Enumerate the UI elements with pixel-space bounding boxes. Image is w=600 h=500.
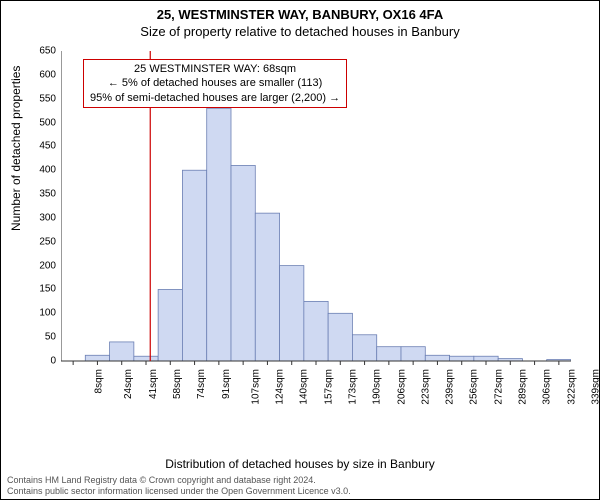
y-tick: 100 (26, 308, 56, 319)
annotation-line-3: 95% of semi-detached houses are larger (… (90, 91, 340, 105)
y-tick: 0 (26, 356, 56, 367)
address-title: 25, WESTMINSTER WAY, BANBURY, OX16 4FA (1, 7, 599, 22)
x-tick: 322sqm (566, 369, 577, 405)
x-tick: 124sqm (275, 369, 286, 405)
y-tick: 150 (26, 284, 56, 295)
x-tick: 239sqm (445, 369, 456, 405)
y-tick: 400 (26, 165, 56, 176)
annotation-line-2: ← 5% of detached houses are smaller (113… (90, 76, 340, 90)
x-tick: 223sqm (420, 369, 431, 405)
x-tick: 157sqm (323, 369, 334, 405)
subtitle: Size of property relative to detached ho… (1, 24, 599, 39)
footer-text: Contains HM Land Registry data © Crown c… (7, 475, 351, 497)
y-tick: 650 (26, 46, 56, 57)
x-tick: 306sqm (542, 369, 553, 405)
y-tick: 300 (26, 212, 56, 223)
y-tick: 550 (26, 93, 56, 104)
x-tick: 91sqm (221, 369, 232, 399)
x-tick: 58sqm (172, 369, 183, 399)
y-tick: 50 (26, 332, 56, 343)
footer-line-2: Contains public sector information licen… (7, 486, 351, 497)
y-tick: 250 (26, 236, 56, 247)
y-tick: 500 (26, 117, 56, 128)
annotation-line-1: 25 WESTMINSTER WAY: 68sqm (90, 62, 340, 76)
y-tick: 350 (26, 189, 56, 200)
x-tick: 289sqm (518, 369, 529, 405)
x-tick: 339sqm (590, 369, 600, 405)
y-tick: 600 (26, 69, 56, 80)
x-tick: 173sqm (348, 369, 359, 405)
chart-container: 25, WESTMINSTER WAY, BANBURY, OX16 4FA S… (0, 0, 600, 500)
annotation-box: 25 WESTMINSTER WAY: 68sqm ← 5% of detach… (83, 59, 347, 108)
x-tick: 256sqm (469, 369, 480, 405)
y-axis-label: Number of detached properties (9, 66, 23, 231)
x-tick: 24sqm (123, 369, 134, 399)
footer-line-1: Contains HM Land Registry data © Crown c… (7, 475, 351, 486)
chart-area: 050100150200250300350400450500550600650 … (61, 51, 571, 421)
x-tick: 41sqm (148, 369, 159, 399)
y-tick: 200 (26, 260, 56, 271)
x-tick: 107sqm (250, 369, 261, 405)
x-axis-label: Distribution of detached houses by size … (1, 457, 599, 471)
x-tick: 74sqm (196, 369, 207, 399)
x-tick: 206sqm (396, 369, 407, 405)
x-tick: 140sqm (299, 369, 310, 405)
y-tick: 450 (26, 141, 56, 152)
x-tick: 8sqm (94, 369, 105, 393)
x-tick: 272sqm (493, 369, 504, 405)
x-tick: 190sqm (372, 369, 383, 405)
